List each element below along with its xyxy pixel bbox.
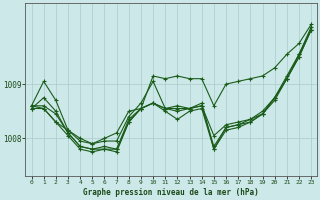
- X-axis label: Graphe pression niveau de la mer (hPa): Graphe pression niveau de la mer (hPa): [84, 188, 259, 197]
